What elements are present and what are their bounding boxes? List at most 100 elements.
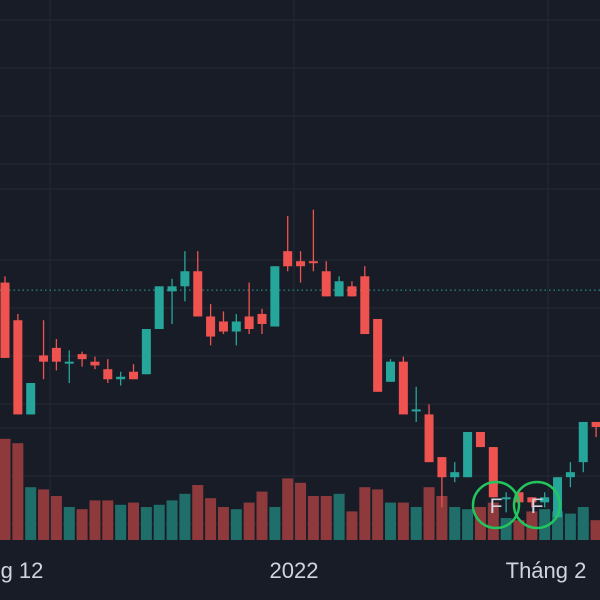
candle-body	[51, 347, 61, 362]
candle-body	[398, 361, 408, 415]
candle-body	[129, 371, 138, 380]
candle-body	[296, 261, 306, 267]
volume-bar	[526, 511, 538, 540]
candle	[283, 216, 293, 272]
candle	[51, 339, 61, 371]
event-marker-2[interactable]: F	[512, 480, 562, 530]
candles	[0, 209, 600, 518]
volume-bar	[192, 485, 204, 540]
event-marker-1-label: F	[490, 495, 503, 518]
volume-bar	[166, 500, 178, 540]
volume-bar	[552, 511, 564, 540]
volume-bar	[38, 489, 50, 540]
event-marker-2-label: F	[531, 495, 544, 518]
volume-bar	[217, 507, 229, 540]
candle-body	[501, 497, 511, 500]
volume-bar	[307, 496, 319, 540]
x-axis: g 12 2022 Tháng 2	[0, 540, 600, 600]
candle	[591, 421, 600, 438]
candle-body	[475, 432, 485, 448]
candle-body	[64, 361, 74, 364]
candle-body	[154, 286, 164, 330]
volume-bar	[230, 509, 242, 540]
candle-body	[540, 497, 550, 503]
candle-body	[488, 447, 498, 498]
volume-bar	[243, 502, 255, 540]
candle	[154, 286, 164, 330]
volume-bar	[539, 509, 551, 540]
volume-bar	[397, 502, 409, 540]
candle-body	[90, 361, 100, 366]
candle-body	[411, 409, 421, 412]
candle-body	[463, 432, 473, 478]
candle	[167, 278, 177, 324]
candle	[411, 386, 421, 422]
candle	[141, 329, 151, 375]
candle-body	[206, 316, 216, 337]
volume-bar	[63, 507, 75, 540]
candle-body	[231, 321, 241, 332]
volume-bar	[25, 487, 37, 540]
volume-bar	[436, 496, 448, 540]
volume-bar	[153, 504, 165, 540]
candle	[296, 251, 306, 283]
x-axis-label-dec: g 12	[1, 558, 44, 583]
candle-body	[0, 282, 10, 358]
volume-bar	[577, 507, 589, 540]
volume-bars	[0, 438, 600, 540]
volume-bar	[205, 498, 217, 540]
volume-bar	[140, 507, 152, 540]
volume-bar	[50, 496, 62, 540]
volume-bar	[359, 487, 371, 540]
candle	[39, 320, 49, 380]
candle-body	[424, 414, 434, 463]
volume-bar	[89, 500, 101, 540]
x-axis-label-2022: 2022	[270, 558, 319, 583]
candle-body	[386, 361, 395, 382]
volume-bar	[128, 502, 139, 540]
candle-body	[373, 318, 383, 392]
volume-bar	[500, 518, 512, 540]
volume-bar	[423, 487, 435, 540]
candle	[347, 281, 357, 297]
candle	[424, 404, 434, 463]
candle-body	[527, 497, 537, 503]
event-marker-1[interactable]: F	[471, 480, 521, 530]
volume-bar	[410, 507, 422, 540]
volume-bar	[76, 509, 88, 540]
candle	[501, 492, 511, 513]
candle-body	[180, 271, 190, 287]
volume-bar	[449, 507, 461, 540]
volume-bar	[462, 509, 474, 540]
candle-body	[565, 472, 575, 478]
candle-body	[308, 261, 318, 264]
candle-body	[39, 355, 49, 362]
candle-body	[77, 354, 87, 360]
volume-bar	[564, 513, 576, 540]
candle	[578, 421, 588, 473]
candle	[373, 318, 383, 392]
candle	[475, 432, 485, 448]
volume-bar	[12, 443, 24, 540]
candle	[0, 276, 10, 358]
candle	[218, 311, 228, 335]
candle	[488, 447, 498, 498]
candle	[180, 251, 190, 302]
candle-body	[13, 320, 23, 415]
candle	[77, 351, 87, 367]
volume-bar	[115, 504, 127, 540]
candle-body	[578, 421, 588, 463]
candle	[321, 261, 331, 297]
candle-body	[26, 383, 36, 415]
candle	[193, 251, 203, 317]
candle	[270, 266, 280, 327]
candle-body	[244, 316, 254, 330]
candle	[231, 313, 241, 346]
candle-body	[141, 329, 151, 375]
candle-body	[450, 472, 460, 478]
volume-bar	[320, 496, 332, 540]
candle	[437, 457, 447, 508]
volume-bar	[346, 511, 358, 540]
